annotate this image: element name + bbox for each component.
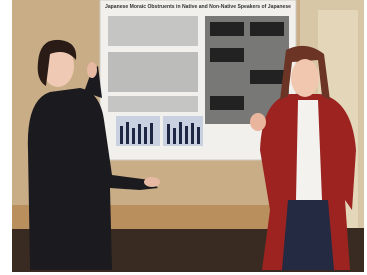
poster-title: Japanese Moraic Obstruents in Native and…	[105, 4, 291, 10]
photo: Japanese Moraic Obstruents in Native and…	[0, 0, 367, 275]
